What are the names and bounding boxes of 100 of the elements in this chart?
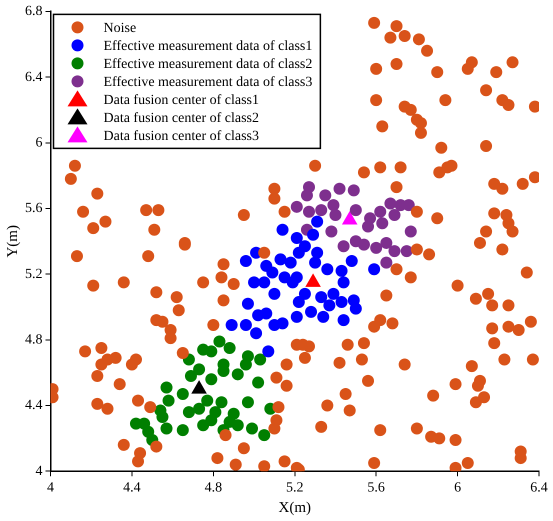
point — [321, 263, 334, 276]
legend-label: Data fusion center of class2 — [104, 111, 259, 126]
point — [350, 204, 362, 216]
point — [346, 255, 358, 268]
point — [380, 256, 392, 269]
y-tick-label: 6.8 — [25, 4, 42, 20]
point — [258, 429, 270, 442]
legend-label: Effective measurement data of class1 — [104, 39, 312, 54]
point — [176, 424, 189, 436]
point — [376, 217, 388, 230]
point — [205, 373, 218, 386]
point — [182, 406, 195, 418]
point — [224, 342, 236, 354]
y-tick-label: 4 — [36, 464, 42, 479]
point — [358, 238, 370, 251]
point — [305, 306, 318, 318]
point — [290, 200, 303, 213]
point — [160, 381, 173, 394]
point — [327, 288, 340, 300]
point — [323, 299, 336, 312]
point — [246, 422, 258, 435]
point — [370, 242, 382, 254]
x-tick-label: 5.6 — [367, 480, 385, 496]
point — [388, 245, 400, 258]
point — [156, 411, 168, 424]
point — [278, 271, 291, 284]
point — [327, 199, 340, 212]
y-tick-label: 5.2 — [25, 266, 42, 282]
point — [232, 368, 244, 380]
y-tick-label: 6 — [36, 135, 42, 150]
point — [240, 358, 252, 370]
point — [193, 363, 206, 376]
point — [260, 260, 272, 272]
point — [336, 264, 348, 277]
point — [334, 182, 346, 195]
point — [362, 220, 374, 233]
point — [240, 319, 252, 332]
point — [160, 422, 173, 435]
point — [350, 302, 362, 315]
point — [311, 216, 324, 228]
point — [290, 271, 303, 284]
x-tick-label: 5.2 — [286, 480, 304, 496]
point — [311, 246, 324, 259]
point — [290, 232, 303, 244]
y-tick-label: 6.4 — [25, 70, 42, 85]
point — [274, 253, 286, 266]
x-axis-title: X(m) — [278, 500, 311, 516]
point — [292, 246, 305, 259]
point — [252, 376, 264, 389]
point — [193, 402, 206, 415]
point — [201, 394, 214, 407]
point — [336, 296, 348, 308]
point — [250, 327, 262, 340]
point — [303, 206, 315, 218]
point — [215, 396, 228, 408]
point — [315, 291, 328, 304]
point — [176, 388, 189, 400]
x-tick-label: 4.8 — [204, 480, 222, 496]
point — [205, 345, 218, 358]
point — [162, 394, 175, 407]
point — [338, 276, 350, 288]
point — [240, 255, 252, 268]
point — [368, 263, 380, 276]
point — [262, 345, 274, 358]
point — [242, 298, 254, 310]
legend-label: Effective measurement data of class3 — [104, 75, 312, 90]
point — [268, 288, 280, 300]
point — [284, 256, 297, 269]
point — [400, 245, 413, 258]
point — [374, 206, 386, 218]
x-tick-label: 4 — [47, 480, 54, 496]
point — [338, 314, 350, 326]
point — [388, 209, 400, 222]
point — [329, 209, 342, 222]
point — [307, 228, 320, 241]
point — [260, 308, 272, 320]
point — [319, 189, 332, 202]
point — [300, 189, 313, 202]
y-tick-label: 4.8 — [25, 332, 42, 348]
y-tick-label: 4.4 — [25, 398, 42, 414]
y-axis-title: Y(m) — [4, 225, 21, 258]
point — [292, 296, 305, 308]
point — [384, 198, 396, 210]
legend-label: Data fusion center of class1 — [104, 93, 259, 108]
point — [205, 414, 218, 426]
x-tick-label: 4.4 — [123, 480, 141, 496]
y-tick-label: 5.6 — [25, 201, 42, 216]
point — [290, 310, 303, 323]
point — [380, 236, 392, 249]
point — [242, 396, 254, 408]
point — [276, 317, 289, 330]
point — [325, 225, 338, 238]
point — [258, 276, 270, 288]
point — [404, 225, 417, 238]
point — [248, 276, 260, 288]
x-tick-label: 6 — [454, 480, 462, 496]
point — [254, 354, 266, 366]
point — [338, 240, 350, 252]
point — [213, 335, 226, 348]
point — [226, 319, 238, 332]
